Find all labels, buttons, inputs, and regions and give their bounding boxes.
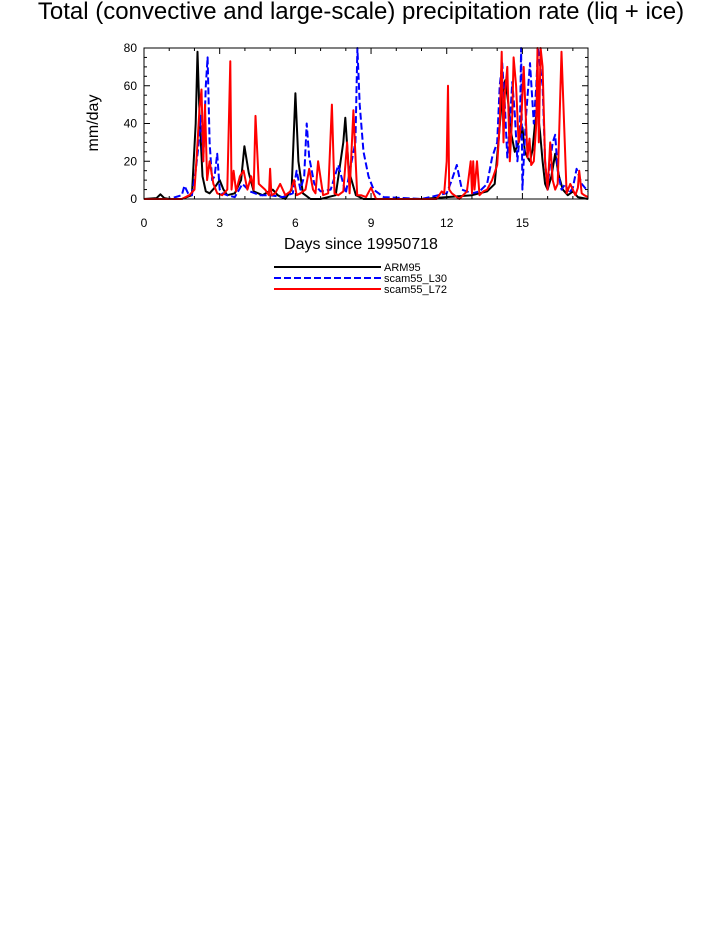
y-tick-label: 40 [124, 117, 138, 131]
y-tick-label: 60 [124, 79, 138, 93]
legend-label: scam55_L30 [384, 273, 447, 285]
y-tick-labels: 0 20 40 60 80 [124, 41, 138, 206]
y-tick-label: 20 [124, 154, 138, 168]
y-axis-label: mm/day [85, 95, 102, 152]
x-tick-label: 12 [440, 216, 454, 230]
y-tick-label: 80 [124, 41, 138, 55]
legend-label: ARM95 [384, 262, 421, 274]
legend-label: scam55_L72 [384, 284, 447, 296]
x-tick-label: 6 [292, 216, 299, 230]
x-tick-label: 3 [216, 216, 223, 230]
chart-title: Total (convective and large-scale) preci… [38, 0, 684, 25]
x-tick-label: 15 [516, 216, 530, 230]
x-tick-label: 9 [368, 216, 375, 230]
x-tick-label: 0 [141, 216, 148, 230]
x-tick-labels: 0 3 6 9 12 15 [141, 216, 530, 230]
series-layer [144, 47, 588, 200]
x-axis-label: Days since 19950718 [284, 236, 438, 253]
y-tick-label: 0 [130, 192, 137, 206]
axis-ticks [143, 47, 588, 200]
